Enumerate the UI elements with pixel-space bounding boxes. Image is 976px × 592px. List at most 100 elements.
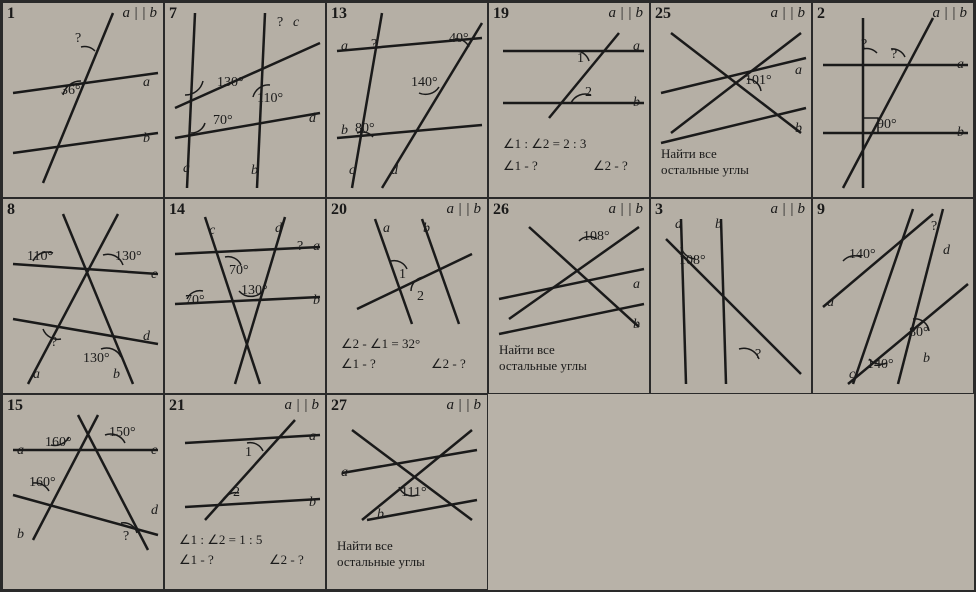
- angle-label: 110°: [27, 249, 53, 265]
- diagram-2: [813, 3, 973, 197]
- text-line: Найти все: [337, 539, 393, 554]
- line-label: a: [383, 221, 390, 237]
- text-line: остальные углы: [499, 359, 587, 374]
- cell-2: 2 a | | b 90° ? ? a b: [812, 2, 974, 198]
- angle-label: 2: [233, 485, 240, 501]
- cell-number: 15: [7, 397, 23, 415]
- angle-label: 108°: [583, 229, 610, 245]
- angle-label: 140°: [849, 247, 876, 263]
- text-line: ∠1 : ∠2 = 1 : 5: [179, 533, 262, 548]
- angle-label: 101°: [745, 73, 772, 89]
- angle-label: ?: [931, 219, 937, 235]
- angle-label: 80°: [909, 325, 929, 341]
- cell-21: 21 a | | b 1 2 a b ∠1 : ∠2 = 1 : 5 ∠1 - …: [164, 394, 326, 590]
- angle-label: 70°: [213, 113, 233, 129]
- angle-label: ?: [891, 47, 897, 63]
- angle-label: 36°: [61, 83, 81, 99]
- angle-label: ?: [371, 37, 377, 53]
- cell-number: 13: [331, 5, 347, 23]
- line-label: a: [183, 161, 190, 177]
- angle-label: 40°: [449, 31, 469, 47]
- line-label: a: [17, 443, 24, 459]
- text-line: ∠1 : ∠2 = 2 : 3: [503, 137, 586, 152]
- text-line: Найти все: [499, 343, 555, 358]
- angle-label: ?: [861, 37, 867, 53]
- line-label: a: [313, 239, 320, 255]
- line-label: b: [113, 367, 120, 383]
- line-label: a: [33, 367, 40, 383]
- condition: a | | b: [609, 201, 644, 218]
- line-label: b: [795, 121, 802, 137]
- line-label: d: [943, 243, 950, 259]
- line-label: a: [309, 429, 316, 445]
- line-label: b: [423, 221, 430, 237]
- line-label: b: [17, 527, 24, 543]
- line-label: b: [377, 507, 384, 523]
- cell-number: 9: [817, 201, 825, 219]
- diagram-15: [3, 395, 163, 589]
- angle-label: 140°: [411, 75, 438, 91]
- cell-15: 15 160° 150° 160° ? a c b d: [2, 394, 164, 590]
- condition: a | | b: [609, 5, 644, 22]
- condition: a | | b: [447, 201, 482, 218]
- condition: a | | b: [447, 397, 482, 414]
- text-line: ∠2 - ∠1 = 32°: [341, 337, 420, 352]
- angle-label: 160°: [45, 435, 72, 451]
- angle-label: 111°: [401, 485, 427, 501]
- angle-label: ?: [123, 529, 129, 545]
- cell-14: 14 70° 130° 70° ? c d a b: [164, 198, 326, 394]
- cell-number: 19: [493, 5, 509, 23]
- line-label: d: [151, 503, 158, 519]
- angle-label: 1: [245, 445, 252, 461]
- text-line: ∠1 - ?: [341, 357, 376, 372]
- cell-number: 20: [331, 201, 347, 219]
- line-label: c: [151, 267, 157, 283]
- cell-19: 19 a | | b 1 2 a b ∠1 : ∠2 = 2 : 3 ∠1 - …: [488, 2, 650, 198]
- line-label: d: [309, 111, 316, 127]
- text-line: ∠1 - ?: [179, 553, 214, 568]
- condition: a | | b: [933, 5, 968, 22]
- cell-number: 21: [169, 397, 185, 415]
- angle-label: 160°: [29, 475, 56, 491]
- cell-number: 7: [169, 5, 177, 23]
- angle-label: 70°: [185, 293, 205, 309]
- line-label: b: [923, 351, 930, 367]
- line-label: c: [293, 15, 299, 31]
- cell-25: 25 a | | b 101° a b Найти все остальные …: [650, 2, 812, 198]
- cell-number: 27: [331, 397, 347, 415]
- angle-label: 110°: [257, 91, 283, 107]
- line-label: a: [957, 57, 964, 73]
- angle-label: 150°: [109, 425, 136, 441]
- line-label: b: [309, 495, 316, 511]
- line-label: a: [827, 295, 834, 311]
- line-label: d: [275, 221, 282, 237]
- condition: a | | b: [771, 201, 806, 218]
- cell-9: 9 140° 80° 140° ? a b c d: [812, 198, 974, 394]
- line-label: b: [341, 123, 348, 139]
- angle-label: 108°: [679, 253, 706, 269]
- cell-20: 20 a | | b 1 2 a b ∠2 - ∠1 = 32° ∠1 - ? …: [326, 198, 488, 394]
- cell-number: 26: [493, 201, 509, 219]
- problem-grid: 1 a | | b 36° ? a b 7 130° 110° 70° ? c …: [0, 0, 976, 592]
- angle-label: 90°: [877, 117, 897, 133]
- cell-7: 7 130° 110° 70° ? c d a b: [164, 2, 326, 198]
- text-line: ∠1 - ?: [503, 159, 538, 174]
- line-label: d: [391, 163, 398, 179]
- cell-number: 14: [169, 201, 185, 219]
- angle-label: ?: [297, 239, 303, 255]
- line-label: a: [633, 277, 640, 293]
- line-label: c: [849, 367, 855, 383]
- line-label: c: [349, 163, 355, 179]
- angle-label: 80°: [355, 121, 375, 137]
- cell-number: 25: [655, 5, 671, 23]
- text-line: остальные углы: [661, 163, 749, 178]
- cell-13: 13 40° 140° 80° ? a b c d: [326, 2, 488, 198]
- line-label: a: [633, 39, 640, 55]
- line-label: d: [143, 329, 150, 345]
- cell-27: 27 a | | b 111° a b Найти все остальные …: [326, 394, 488, 590]
- angle-label: 1: [577, 51, 584, 67]
- angle-label: ?: [75, 31, 81, 47]
- diagram-1: [3, 3, 163, 197]
- line-label: a: [795, 63, 802, 79]
- cell-number: 1: [7, 5, 15, 23]
